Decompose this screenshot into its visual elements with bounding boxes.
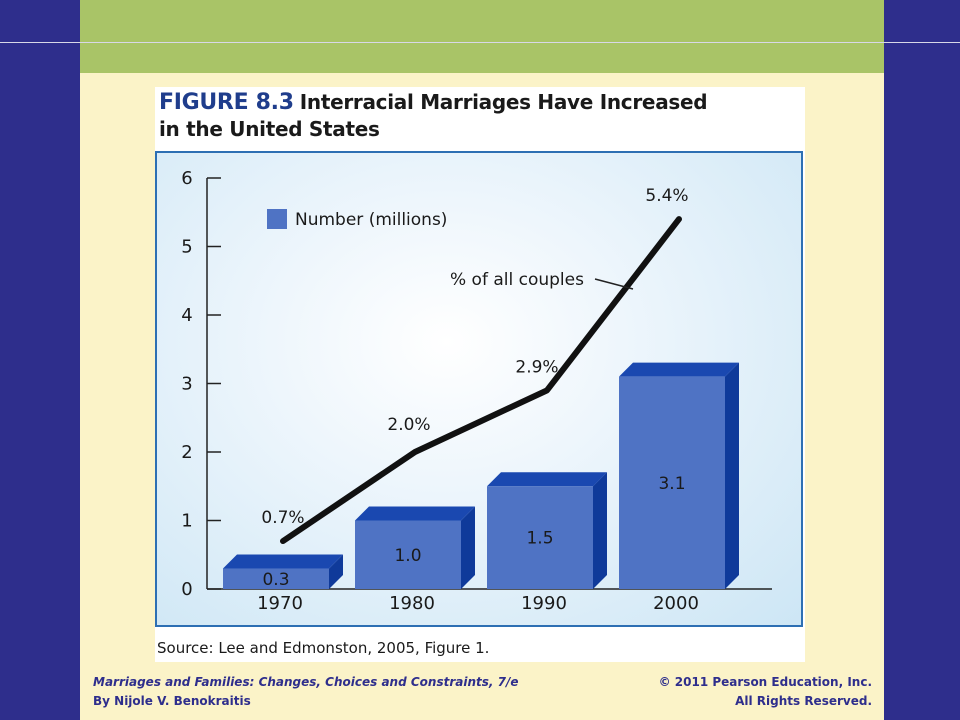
bar-side	[329, 554, 343, 589]
legend-label: Number (millions)	[295, 210, 447, 230]
bar	[355, 520, 461, 589]
line-data-label: 5.4%	[645, 186, 688, 206]
slide-top-rule	[0, 42, 960, 43]
bar-value-label: 3.1	[658, 474, 685, 494]
line-data-label: 2.9%	[515, 357, 558, 377]
y-tick-label: 2	[181, 442, 192, 463]
bar-value-label: 1.0	[394, 546, 421, 566]
bar-top	[487, 472, 607, 487]
bar	[223, 568, 329, 589]
y-tick-label: 4	[181, 305, 192, 326]
figure-card: FIGURE 8.3 Interracial Marriages Have Inc…	[155, 87, 805, 662]
y-tick-label: 5	[181, 237, 192, 258]
y-tick-label: 3	[181, 374, 192, 395]
figure-title-line1: Interracial Marriages Have Increased	[299, 90, 708, 114]
series-line-percent	[280, 216, 682, 545]
x-tick-label: 2000	[653, 593, 699, 614]
y-tick-label: 1	[181, 511, 192, 532]
bar-top	[223, 554, 343, 569]
footer-author: By Nijole V. Benokraitis	[93, 694, 251, 708]
legend-swatch	[267, 209, 287, 229]
slide-header-band	[80, 0, 884, 73]
x-tick-label: 1990	[521, 593, 567, 614]
y-tick-label: 0	[181, 579, 192, 600]
bar-top	[355, 506, 475, 521]
footer-copyright-info: © 2011 Pearson Education, Inc. All Right…	[659, 673, 872, 711]
figure-number: FIGURE 8.3	[159, 90, 294, 115]
line-data-label: 0.7%	[261, 508, 304, 528]
x-tick-label: 1970	[257, 593, 303, 614]
bar-value-label: 1.5	[526, 529, 553, 549]
bar-side	[461, 506, 475, 589]
line-data-label: 2.0%	[387, 415, 430, 435]
bar-top	[619, 362, 739, 377]
figure-title-line2: in the United States	[159, 117, 380, 141]
bar-value-label: 0.3	[262, 570, 289, 590]
bar	[619, 376, 725, 589]
figure-title: FIGURE 8.3 Interracial Marriages Have Inc…	[159, 89, 799, 142]
bar	[487, 486, 593, 589]
chart-frame: 0 1 2 3 4 5 6 Number (millions) 0.3 1970 1.0 1980 1.…	[155, 151, 803, 627]
annotation-leader-line	[594, 278, 634, 290]
chart-svg: 0 1 2 3 4 5 6 Number (millions) 0.3 1970 1.0 1980 1.…	[181, 168, 772, 614]
figure-source: Source: Lee and Edmonston, 2005, Figure …	[157, 639, 490, 657]
x-tick-label: 1980	[389, 593, 435, 614]
footer-book-info: Marriages and Families: Changes, Choices…	[93, 673, 518, 711]
y-tick-label: 6	[181, 168, 192, 189]
footer-copyright: © 2011 Pearson Education, Inc.	[658, 675, 872, 689]
series-annotation-label: % of all couples	[450, 270, 584, 290]
footer-rights: All Rights Reserved.	[735, 694, 872, 708]
footer-book-title: Marriages and Families: Changes, Choices…	[93, 675, 519, 689]
bar-side	[725, 362, 739, 589]
bar-side	[593, 472, 607, 589]
